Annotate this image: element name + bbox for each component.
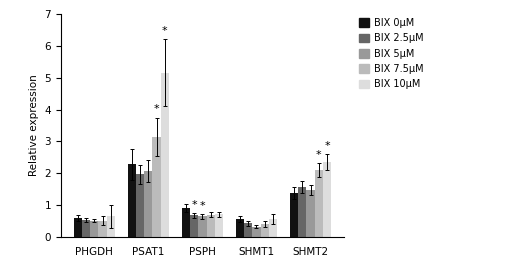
Bar [73,218,82,237]
Text: *: * [162,26,167,36]
Bar [306,190,314,237]
Bar [314,170,322,237]
Bar [198,217,206,237]
Bar [243,223,252,237]
Bar [181,208,189,237]
Bar [235,219,243,237]
Text: *: * [191,200,196,210]
Bar [260,224,268,237]
Bar [98,221,107,237]
Text: *: * [315,150,321,160]
Bar [144,171,152,237]
Y-axis label: Relative expression: Relative expression [29,75,39,176]
Bar [297,187,306,237]
Bar [252,227,260,237]
Bar [90,221,98,237]
Bar [206,215,215,237]
Legend: BIX 0μM, BIX 2.5μM, BIX 5μM, BIX 7.5μM, BIX 10μM: BIX 0μM, BIX 2.5μM, BIX 5μM, BIX 7.5μM, … [355,14,427,93]
Bar [136,174,144,237]
Bar [82,220,90,237]
Text: *: * [324,141,329,151]
Bar [107,217,115,237]
Bar [161,73,169,237]
Bar [268,219,277,237]
Bar [127,164,136,237]
Text: *: * [199,201,205,211]
Bar [215,214,223,237]
Bar [322,162,331,237]
Bar [152,137,161,237]
Bar [289,193,297,237]
Text: *: * [154,104,159,114]
Bar [189,215,198,237]
